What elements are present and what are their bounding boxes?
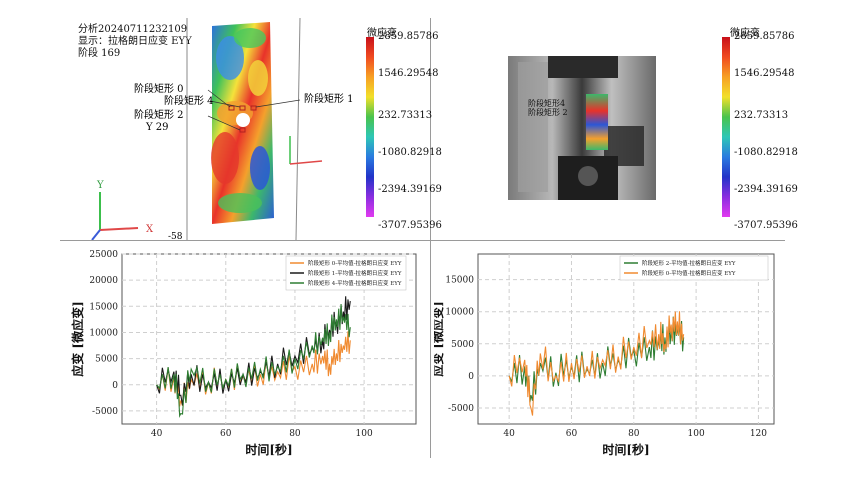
y-axis-label: 应变 [微应变] bbox=[434, 301, 445, 377]
stage-number: 阶段 169 bbox=[78, 48, 121, 59]
label-stage-rect-1: 阶段矩形 1 bbox=[304, 92, 354, 105]
specimen-hole bbox=[236, 113, 250, 127]
panel-divider-horizontal bbox=[60, 240, 785, 241]
x-axis-label: 时间[秒] bbox=[602, 442, 649, 457]
y-tick-label: 5000 bbox=[95, 355, 118, 365]
x-tick-label: 120 bbox=[750, 429, 767, 439]
axis-label-y: Y bbox=[96, 180, 104, 191]
cb-right-tick-3: -1080.82918 bbox=[734, 147, 798, 158]
panel-divider-vertical bbox=[430, 18, 431, 458]
colorbar-title-left: 微应变 bbox=[367, 28, 397, 39]
y-tick-label: -5000 bbox=[92, 407, 118, 417]
y-tick-label: -5000 bbox=[448, 404, 474, 414]
x-tick-label: 60 bbox=[220, 429, 232, 439]
cb-left-tick-4: -2394.39169 bbox=[378, 184, 442, 195]
label-stage-rect-2: 阶段矩形 2 bbox=[134, 108, 184, 121]
cb-left-tick-3: -1080.82918 bbox=[378, 147, 442, 158]
analysis-info: 分析20240711232109 显示：拉格朗日应变 EYY 阶段 169 bbox=[78, 24, 192, 60]
legend-label: 阶段矩形 0-平均值-拉格朗日应变 EYY bbox=[308, 259, 402, 267]
cb-right-tick-1: 1546.29548 bbox=[734, 68, 795, 79]
x-tick-label: 60 bbox=[566, 429, 578, 439]
strain-field bbox=[211, 22, 274, 224]
cb-right-tick-0: 2859.85786 bbox=[734, 31, 795, 42]
cb-left-tick-1: 1546.29548 bbox=[378, 68, 439, 79]
camera-strain-overlay bbox=[586, 94, 608, 150]
cb-right-tick-2: 232.73313 bbox=[734, 110, 789, 121]
y-tick-label: 10000 bbox=[445, 308, 474, 318]
axis-triad: Y X bbox=[91, 180, 154, 240]
legend-label: 阶段矩形 2-平均值-拉格朗日应变 EYY bbox=[642, 259, 736, 267]
x-axis-label: 时间[秒] bbox=[245, 442, 292, 457]
colorbar-right bbox=[722, 37, 730, 217]
legend-label: 阶段矩形 1-平均值-拉格朗日应变 EYY bbox=[308, 269, 402, 277]
legend-label: 阶段矩形 4-平均值-拉格朗日应变 EYY bbox=[308, 279, 402, 287]
cb-left-tick-0: 2859.85786 bbox=[378, 31, 439, 42]
y-tick-label: 0 bbox=[112, 381, 118, 391]
analysis-id: 分析20240711232109 bbox=[78, 24, 188, 35]
y-tick-label: 5000 bbox=[451, 340, 474, 350]
x-tick-label: 80 bbox=[628, 429, 640, 439]
label-stage-rect-0: 阶段矩形 0 bbox=[134, 82, 184, 95]
chart-legend: 阶段矩形 0-平均值-拉格朗日应变 EYY 阶段矩形 1-平均值-拉格朗日应变 E… bbox=[285, 255, 407, 291]
cb-left-tick-2: 232.73313 bbox=[378, 110, 433, 121]
y-readout: Y 29 bbox=[145, 122, 169, 133]
y-tick-label: 15000 bbox=[89, 302, 118, 312]
y-tick-label: 20000 bbox=[89, 276, 118, 286]
x-tick-label: 80 bbox=[289, 429, 301, 439]
cb-right-tick-4: -2394.39169 bbox=[734, 184, 798, 195]
x-tick-label: 100 bbox=[688, 429, 705, 439]
axis-label-x: X bbox=[146, 224, 154, 235]
triad-x-axis bbox=[289, 160, 323, 165]
overlay-label-rect2: 阶段矩形 2 bbox=[528, 107, 568, 117]
y-bottom-readout: -58 bbox=[168, 232, 183, 240]
y-axis-label: 应变 [微应变] bbox=[70, 301, 85, 377]
cb-right-tick-5: -3707.95396 bbox=[734, 220, 798, 231]
stage-rect-1[interactable] bbox=[250, 105, 257, 111]
label-stage-rect-4: 阶段矩形 4 bbox=[164, 94, 214, 107]
camera-view[interactable]: 阶段矩形4 阶段矩形 2 bbox=[508, 56, 656, 200]
legend-label: 阶段矩形 0-平均值-拉格朗日应变 EYY bbox=[642, 269, 736, 277]
series-line-2 bbox=[156, 304, 351, 419]
display-mode: 显示：拉格朗日应变 EYY bbox=[78, 36, 192, 47]
overlay-label-rect4: 阶段矩形4 bbox=[528, 98, 565, 108]
y-tick-label: 25000 bbox=[89, 250, 118, 260]
colorbar-left bbox=[366, 37, 374, 217]
y-tick-label: 15000 bbox=[445, 276, 474, 286]
series-line-1 bbox=[508, 311, 685, 416]
specimen-edge-right bbox=[295, 18, 301, 240]
chart-legend: 阶段矩形 2-平均值-拉格朗日应变 EYY 阶段矩形 0-平均值-拉格朗日应变 E… bbox=[619, 255, 769, 281]
strain-chart-left[interactable]: 40 60 80 100 -5000 0 5000 10000 15000 20000 25000 阶… bbox=[70, 244, 428, 462]
colorbar-title-right: 微应变 bbox=[730, 28, 760, 39]
stage-rect-0[interactable] bbox=[228, 105, 235, 111]
strain-field-view[interactable]: 阶段矩形 0 阶段矩形 4 阶段矩形 1 阶段矩形 2 Y 29 -58 Y X bbox=[60, 18, 430, 240]
y-tick-label: 0 bbox=[468, 372, 474, 382]
cb-left-tick-5: -3707.95396 bbox=[378, 220, 442, 231]
strain-chart-right[interactable]: 40 60 80 100 120 -5000 0 5000 10000 15000 阶段矩形 2-平… bbox=[434, 244, 784, 462]
y-tick-label: 10000 bbox=[89, 328, 118, 338]
x-tick-label: 40 bbox=[151, 429, 163, 439]
stage-rect-4[interactable] bbox=[239, 105, 246, 111]
x-tick-label: 40 bbox=[503, 429, 515, 439]
x-tick-label: 100 bbox=[356, 429, 373, 439]
